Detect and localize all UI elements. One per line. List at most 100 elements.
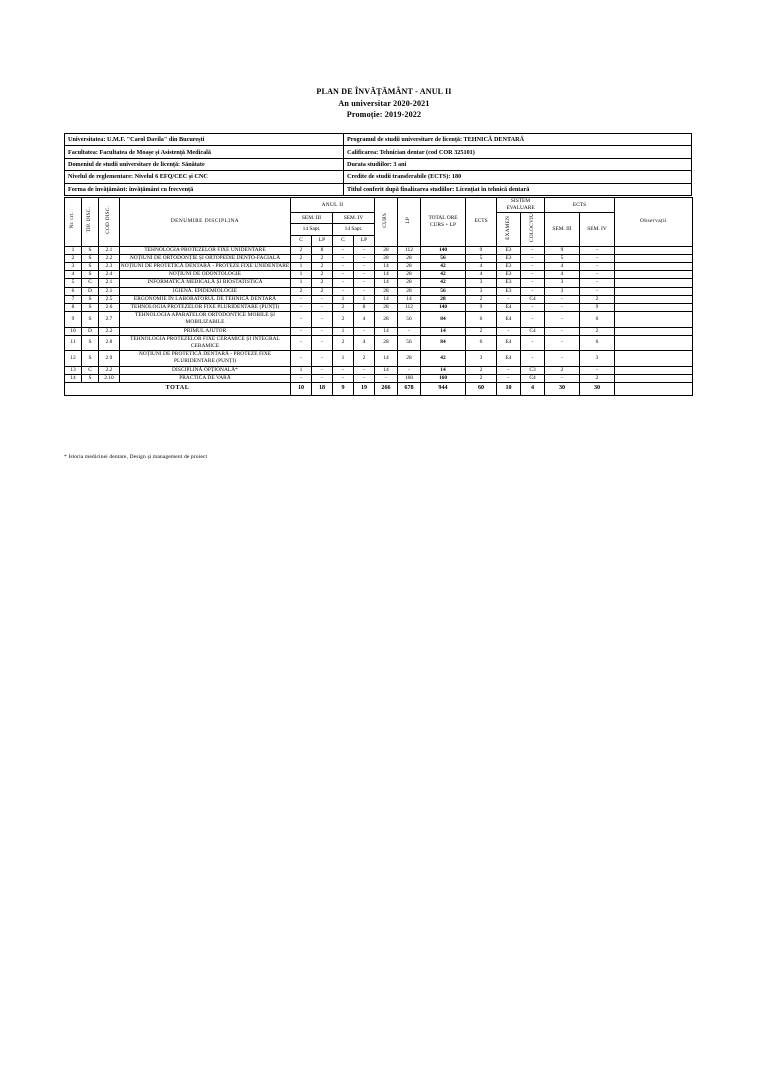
cell-ects: 2 xyxy=(465,326,497,336)
cell-total-c4: 9 xyxy=(332,382,354,397)
cell-lp4: - xyxy=(353,253,375,263)
cell-lp3: - xyxy=(311,365,333,375)
cell-examen: E3 xyxy=(496,253,521,263)
cell-nr: 4 xyxy=(64,270,82,280)
cell-total-ects3: 30 xyxy=(544,382,580,397)
cell-cod: 2.2 xyxy=(98,326,120,336)
cell-c4: - xyxy=(332,245,354,255)
cell-total-ects4: 30 xyxy=(579,382,615,397)
cell-colocviu: - xyxy=(520,350,545,367)
info-duration: Durata studiilor: 3 ani xyxy=(343,157,692,172)
cell-c4: - xyxy=(332,286,354,296)
cell-colocviu: - xyxy=(520,286,545,296)
cell-c3: 1 xyxy=(290,365,312,375)
cell-denumire: NOȚIUNI DE PROTETICĂ DENTARĂ - PROTEZE F… xyxy=(119,350,291,367)
info-program: Programul de studii universitare de lice… xyxy=(343,132,692,147)
cell-ects4: 2 xyxy=(579,373,615,384)
cell-denumire: NOȚIUNI DE ODONTOLOGIE xyxy=(119,270,291,280)
cell-c4: 2 xyxy=(332,311,354,328)
cell-ects3: - xyxy=(544,311,580,328)
cell-lp3: 2 xyxy=(311,253,333,263)
cell-total-c3: 10 xyxy=(290,382,312,397)
cell-tip: S xyxy=(81,302,99,313)
info-university: Universitatea: U.M.F. "Carol Davila" din… xyxy=(64,132,344,147)
cell-lp4: 4 xyxy=(353,311,375,328)
cell-c4: - xyxy=(332,253,354,263)
cell-cod: 2.3 xyxy=(98,261,120,272)
cell-colocviu: - xyxy=(520,270,545,280)
cell-c3: 2 xyxy=(290,286,312,296)
info-row: Domeniul de studii universitare de licen… xyxy=(64,157,692,172)
table-header-row-2: SEM. III SEM. IV EXAMEN COLOCVIU SEM. II… xyxy=(65,212,693,247)
cell-c3: 2 xyxy=(290,253,312,263)
cell-cod: 2.1 xyxy=(98,245,120,255)
cell-lp4: - xyxy=(353,365,375,375)
cell-cod: 2.8 xyxy=(98,334,120,352)
cell-nr: 9 xyxy=(64,311,82,328)
cell-lp: 14 xyxy=(397,294,421,305)
cell-lp4: 4 xyxy=(353,334,375,352)
cell-nr: 10 xyxy=(64,326,82,336)
info-qualification: Calificarea: Tehnician dentar (cod COR 3… xyxy=(343,145,692,159)
cell-examen: E3 xyxy=(496,270,521,280)
cell-ects4: 9 xyxy=(579,302,615,313)
program-info-table: Universitatea: U.M.F. "Carol Davila" din… xyxy=(64,132,692,196)
cell-tip: S xyxy=(81,245,99,255)
cell-ects4: 6 xyxy=(579,311,615,328)
cell-curs: 28 xyxy=(374,253,398,263)
cell-lp3: 2 xyxy=(311,278,333,288)
cell-denumire: TEHNOLOGIA PROTEZELOR FIXE UNIDENTARE xyxy=(119,245,291,255)
cell-examen: - xyxy=(496,373,521,384)
cell-denumire: TEHNOLOGIA APARATELOR ORTODONTICE MOBILE… xyxy=(119,311,291,328)
cell-ects3: - xyxy=(544,326,580,336)
info-study-form: Forma de învățământ: învățământ cu frecv… xyxy=(64,182,344,196)
cell-examen: E3 xyxy=(496,278,521,288)
cell-lp: 56 xyxy=(397,311,421,328)
cell-examen: E4 xyxy=(496,334,521,352)
cell-lp3: 2 xyxy=(311,286,333,296)
table-row: 14 S 2.10 PRACTICA DE VARĂ - - - - -160 160 2- C4-2 xyxy=(64,373,693,384)
cell-ects: 3 xyxy=(465,350,497,367)
cell-ects3: - xyxy=(544,294,580,305)
col-lp: LP xyxy=(397,197,421,247)
cell-lp3: - xyxy=(311,373,333,384)
cell-c3: - xyxy=(290,373,312,384)
cell-lp4: 8 xyxy=(353,302,375,313)
col-lp-sem3: LP xyxy=(311,234,333,247)
col-c-sem3: C xyxy=(290,234,312,247)
cell-ects3: 4 xyxy=(544,261,580,272)
cell-c3: 1 xyxy=(290,261,312,272)
cell-denumire: IGIENĂ. EPIDEMIOLOGIE xyxy=(119,286,291,296)
cell-denumire: PRIMUL AJUTOR xyxy=(119,326,291,336)
col-ects: ECTS xyxy=(465,197,497,247)
cell-denumire: PRACTICA DE VARĂ xyxy=(119,373,291,384)
cell-nr: 2 xyxy=(64,253,82,263)
cell-obs xyxy=(614,245,693,255)
cell-denumire: NOȚIUNI DE ORTODONȚIE ȘI ORTOPEDIE DENTO… xyxy=(119,253,291,263)
cell-tip: S xyxy=(81,253,99,263)
cell-obs xyxy=(614,253,693,263)
cell-c3: - xyxy=(290,350,312,367)
cell-nr: 3 xyxy=(64,261,82,272)
cell-denumire: ERGONOMIE ÎN LABORATORUL DE TEHNICĂ DENT… xyxy=(119,294,291,305)
table-row: 6 D 2.1 IGIENĂ. EPIDEMIOLOGIE 2 2- -28 28 56 3 E3-… xyxy=(64,286,693,296)
cell-obs xyxy=(614,311,693,328)
col-total-ore: TOTAL ORE CURS + LP xyxy=(420,197,466,247)
col-cod-disc: COD DISC. xyxy=(98,197,120,247)
cell-obs xyxy=(614,286,693,296)
cell-c4: 2 xyxy=(332,334,354,352)
cell-ects4: - xyxy=(579,261,615,272)
cell-cod: 2.2 xyxy=(98,365,120,375)
cell-lp: 112 xyxy=(397,245,421,255)
cell-lp3: - xyxy=(311,294,333,305)
cell-curs: 28 xyxy=(374,334,398,352)
cell-ects: 2 xyxy=(465,365,497,375)
cell-c3: - xyxy=(290,311,312,328)
cell-tip: S xyxy=(81,350,99,367)
cell-examen: E4 xyxy=(496,311,521,328)
cell-colocviu: C4 xyxy=(520,294,545,305)
cell-colocviu: - xyxy=(520,245,545,255)
cell-total-total: 944 xyxy=(420,382,466,397)
cell-lp3: - xyxy=(311,326,333,336)
table-row: 5 C 2.1 INFORMATICĂ MEDICALĂ ȘI BIOSTATISTI… xyxy=(64,278,693,288)
